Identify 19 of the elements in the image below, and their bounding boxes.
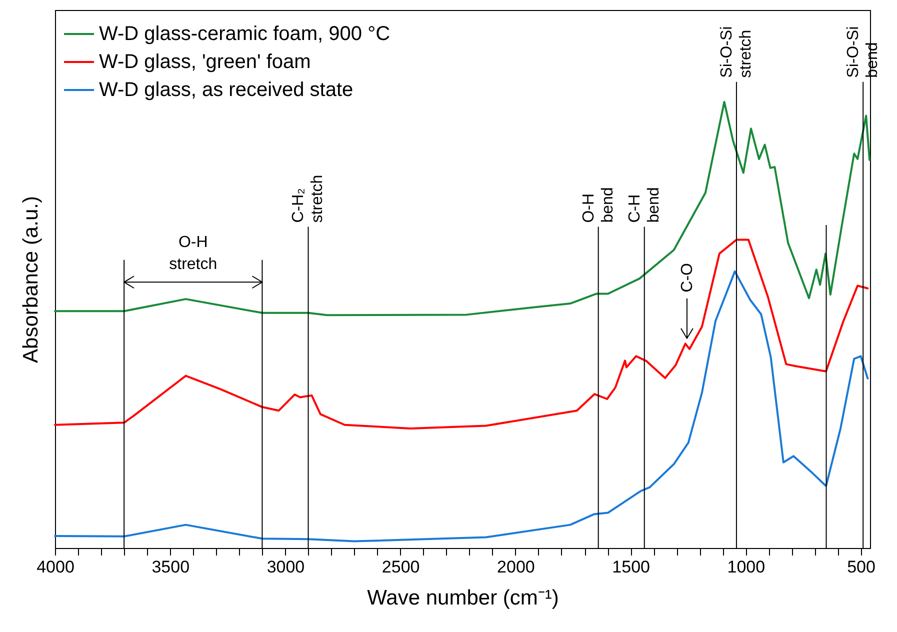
x-tick-label: 2000: [497, 558, 535, 576]
y-axis-title: Absorbance (a.u.): [20, 196, 42, 363]
ref-line-label: C-H bend: [626, 187, 662, 223]
legend-label: W-D glass, 'green' foam: [99, 51, 311, 73]
x-tick-label: 3000: [266, 558, 305, 576]
x-tick-label: 4000: [36, 558, 74, 576]
x-tick-label: 1500: [612, 558, 650, 576]
x-axis-title: Wave number (cm⁻¹): [367, 586, 559, 610]
x-tick-label: 3500: [152, 558, 190, 576]
annotation: O-H stretch: [169, 234, 218, 274]
legend-label: W-D glass, as received state: [99, 79, 354, 101]
annotation: C-O: [678, 263, 696, 292]
ref-line-label: O-H bend: [580, 187, 616, 223]
ref-line-label: Si-O-Si stretch: [718, 26, 754, 78]
ref-line-label: C-H₂ stretch: [290, 174, 326, 223]
x-tick-label: 500: [847, 558, 876, 576]
legend-label: W-D glass-ceramic foam, 900 °C: [99, 23, 390, 45]
x-tick-label: 1000: [727, 558, 766, 576]
x-tick-label: 2500: [382, 558, 420, 576]
